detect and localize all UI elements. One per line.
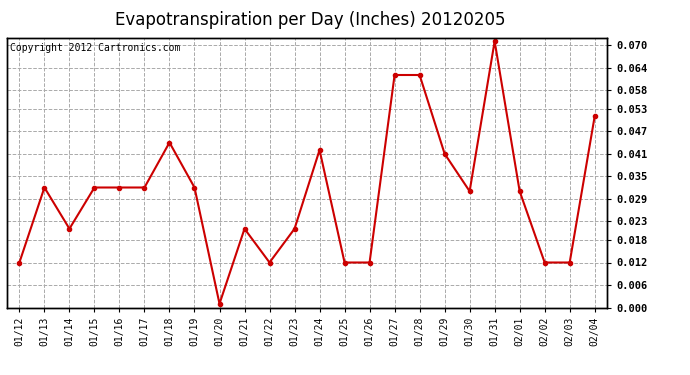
Text: Copyright 2012 Cartronics.com: Copyright 2012 Cartronics.com (10, 43, 180, 53)
Text: Evapotranspiration per Day (Inches) 20120205: Evapotranspiration per Day (Inches) 2012… (115, 11, 506, 29)
